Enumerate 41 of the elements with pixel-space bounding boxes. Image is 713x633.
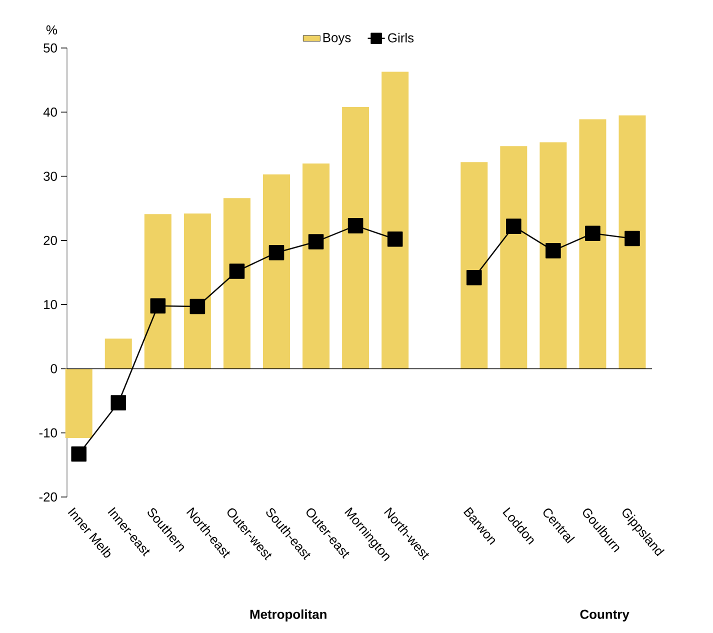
y-tick-label: 10 bbox=[44, 300, 57, 310]
text: Country bbox=[580, 610, 630, 622]
point bbox=[466, 270, 482, 286]
point bbox=[268, 244, 284, 260]
legend-label: Boys bbox=[323, 33, 351, 45]
point bbox=[624, 230, 640, 246]
point bbox=[546, 243, 561, 258]
bar bbox=[302, 163, 330, 369]
bar bbox=[342, 107, 370, 369]
legend-label: Girls bbox=[388, 32, 414, 42]
y-axis-title: % bbox=[46, 25, 58, 34]
bar bbox=[618, 115, 646, 369]
point bbox=[71, 446, 87, 462]
point bbox=[229, 264, 245, 279]
bar bbox=[500, 146, 528, 369]
bar bbox=[540, 142, 567, 369]
point bbox=[585, 226, 600, 242]
bar bbox=[184, 213, 211, 369]
y-tick-label: -20 bbox=[39, 492, 57, 502]
point bbox=[150, 298, 166, 314]
point bbox=[506, 218, 522, 234]
bar bbox=[65, 368, 92, 438]
bar bbox=[223, 198, 250, 369]
y-tick-label: 50 bbox=[44, 43, 57, 53]
bar bbox=[382, 72, 409, 369]
y-tick-label: 30 bbox=[44, 172, 57, 181]
point bbox=[348, 218, 364, 234]
bar bbox=[144, 214, 172, 369]
y-tick-label: 0 bbox=[50, 364, 57, 374]
point bbox=[308, 234, 324, 250]
bar bbox=[460, 162, 488, 369]
point bbox=[190, 298, 206, 314]
text: Metropolitan bbox=[250, 609, 326, 622]
y-tick-label: 20 bbox=[44, 236, 57, 246]
point bbox=[387, 231, 403, 247]
point bbox=[110, 395, 126, 410]
bar bbox=[262, 174, 290, 369]
y-tick-label: 40 bbox=[43, 108, 57, 117]
y-tick-label: -10 bbox=[39, 428, 57, 438]
bar bbox=[579, 119, 606, 369]
bar bbox=[104, 338, 132, 369]
